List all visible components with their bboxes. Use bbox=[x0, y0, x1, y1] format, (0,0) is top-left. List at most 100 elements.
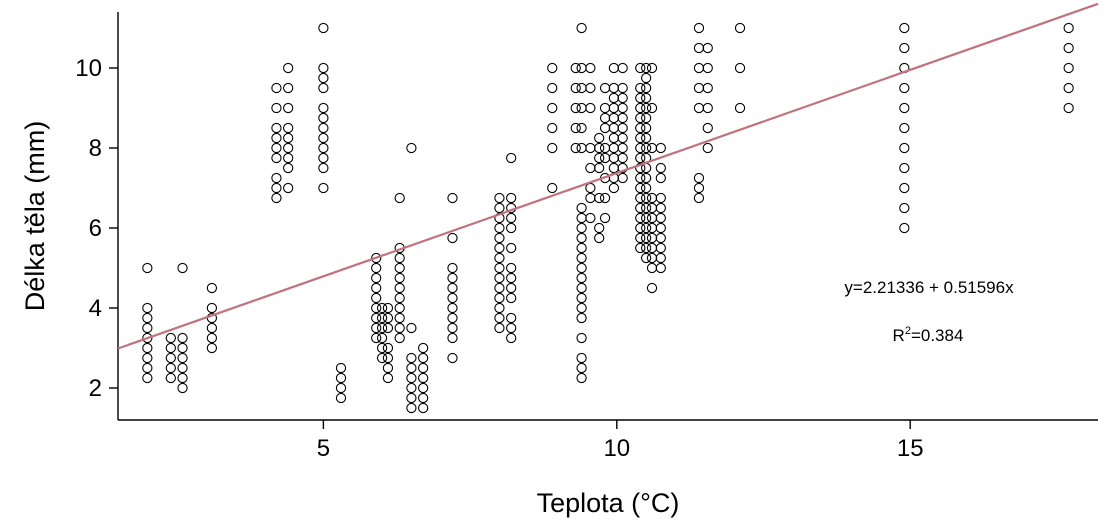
data-point bbox=[406, 352, 417, 364]
data-point bbox=[406, 392, 417, 404]
data-point bbox=[576, 102, 587, 114]
data-point bbox=[382, 322, 394, 334]
data-point bbox=[899, 82, 910, 94]
data-point bbox=[655, 242, 666, 254]
r2-prefix: R bbox=[893, 326, 905, 345]
data-point bbox=[506, 332, 517, 344]
data-point bbox=[617, 62, 628, 74]
data-point bbox=[640, 62, 652, 74]
data-point bbox=[371, 332, 382, 344]
data-point bbox=[406, 142, 417, 154]
data-point bbox=[206, 322, 218, 334]
data-point bbox=[635, 122, 646, 134]
data-point bbox=[899, 122, 910, 134]
data-point bbox=[318, 182, 329, 194]
data-point bbox=[585, 212, 596, 224]
data-point bbox=[617, 172, 628, 184]
data-point bbox=[371, 262, 382, 274]
data-point bbox=[899, 162, 910, 174]
data-point bbox=[318, 162, 329, 174]
data-point bbox=[394, 282, 405, 294]
data-point bbox=[417, 382, 429, 394]
data-point bbox=[547, 182, 558, 194]
data-point bbox=[142, 322, 153, 334]
data-point bbox=[417, 392, 429, 404]
data-point bbox=[447, 282, 458, 294]
data-point bbox=[494, 262, 505, 274]
data-point bbox=[599, 112, 611, 124]
y-tick-label: 6 bbox=[89, 215, 102, 242]
data-point bbox=[394, 192, 405, 204]
data-point bbox=[646, 222, 658, 234]
data-point bbox=[655, 212, 666, 224]
data-point bbox=[655, 192, 666, 204]
data-point bbox=[165, 352, 176, 364]
data-point bbox=[165, 372, 176, 384]
data-point bbox=[271, 152, 282, 164]
data-point bbox=[447, 232, 458, 244]
data-point bbox=[570, 102, 581, 114]
data-point bbox=[382, 362, 394, 374]
data-point bbox=[142, 262, 153, 274]
y-tick-label: 8 bbox=[89, 135, 102, 162]
x-axis-title: Teplota (°C) bbox=[537, 488, 680, 518]
data-point bbox=[655, 172, 666, 184]
data-point bbox=[655, 232, 666, 244]
data-point bbox=[646, 142, 658, 154]
data-point bbox=[599, 122, 611, 134]
data-point bbox=[165, 362, 176, 374]
data-point bbox=[585, 62, 596, 74]
data-point bbox=[635, 212, 646, 224]
data-point bbox=[447, 192, 458, 204]
data-point bbox=[646, 192, 658, 204]
data-point bbox=[494, 252, 505, 264]
data-point bbox=[318, 82, 329, 94]
data-point bbox=[371, 272, 382, 284]
data-point bbox=[394, 252, 405, 264]
data-point bbox=[576, 332, 587, 344]
data-point bbox=[608, 162, 620, 174]
data-point bbox=[635, 192, 646, 204]
data-point bbox=[318, 112, 329, 124]
data-point bbox=[494, 192, 505, 204]
data-point bbox=[318, 142, 329, 154]
data-point bbox=[646, 102, 658, 114]
data-point bbox=[599, 212, 611, 224]
data-point bbox=[640, 192, 652, 204]
data-point bbox=[506, 272, 517, 284]
data-point bbox=[576, 292, 587, 304]
data-point bbox=[617, 162, 628, 174]
data-point bbox=[283, 142, 294, 154]
data-point bbox=[382, 352, 394, 364]
data-point bbox=[271, 142, 282, 154]
data-point bbox=[608, 182, 620, 194]
data-point bbox=[640, 222, 652, 234]
data-point bbox=[640, 102, 652, 114]
data-point bbox=[599, 192, 611, 204]
data-point bbox=[734, 62, 746, 74]
data-point bbox=[617, 142, 628, 154]
data-point bbox=[646, 242, 658, 254]
data-point bbox=[570, 142, 581, 154]
data-point bbox=[394, 332, 405, 344]
data-point bbox=[594, 192, 605, 204]
data-point bbox=[271, 172, 282, 184]
data-point bbox=[447, 312, 458, 324]
data-point bbox=[640, 232, 652, 244]
data-point bbox=[547, 122, 558, 134]
data-point bbox=[506, 212, 517, 224]
data-point bbox=[576, 262, 587, 274]
data-point bbox=[406, 372, 417, 384]
data-point bbox=[506, 312, 517, 324]
data-point bbox=[702, 42, 713, 54]
data-point bbox=[899, 182, 910, 194]
data-point bbox=[394, 322, 405, 334]
data-point bbox=[635, 82, 646, 94]
data-point bbox=[406, 402, 417, 414]
data-point bbox=[693, 102, 705, 114]
data-point bbox=[693, 192, 705, 204]
data-point bbox=[576, 352, 587, 364]
data-point bbox=[576, 82, 587, 94]
data-point bbox=[394, 292, 405, 304]
